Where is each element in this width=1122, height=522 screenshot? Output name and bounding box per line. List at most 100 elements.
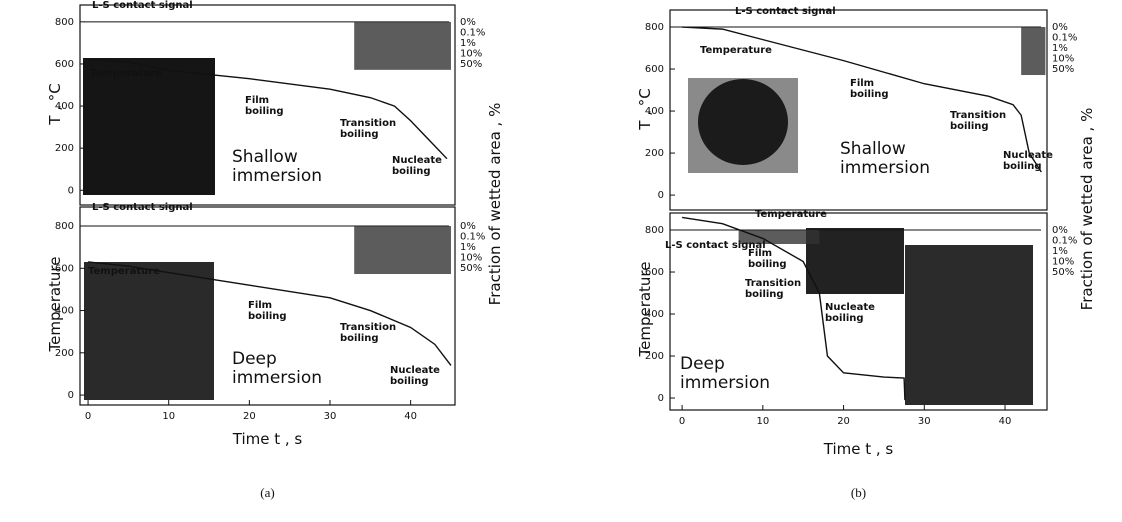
y2-tick-label: 0% bbox=[460, 221, 476, 232]
x-tick-label: 20 bbox=[243, 411, 256, 422]
photo bbox=[84, 262, 214, 400]
y-tick-label: 600 bbox=[55, 59, 74, 70]
y2-tick-label: 0.1% bbox=[460, 232, 485, 243]
y-tick-label: 0 bbox=[658, 190, 664, 201]
annotation: Transition boiling bbox=[950, 110, 1007, 132]
temperature-curve bbox=[88, 59, 448, 160]
annotation: Temperature bbox=[755, 209, 827, 220]
annotation: Temperature bbox=[88, 266, 160, 277]
y-axis-label: T , °C bbox=[46, 83, 64, 125]
annotation: Film boiling bbox=[748, 248, 787, 270]
y2-tick-label: 0% bbox=[1052, 22, 1068, 33]
y-axis-label: Temperature bbox=[636, 261, 654, 357]
y-tick-label: 400 bbox=[645, 106, 664, 117]
contact-signal-dense bbox=[1021, 27, 1046, 76]
plot-frame bbox=[669, 9, 1048, 211]
x-tick-label: 40 bbox=[999, 416, 1012, 427]
y-tick-label: 400 bbox=[645, 309, 664, 320]
panel-caption: (b) bbox=[850, 485, 867, 500]
condition-label: Deep immersion bbox=[232, 349, 323, 388]
plot-frame bbox=[79, 206, 456, 406]
annotation: Transition boiling bbox=[340, 118, 397, 140]
y2-tick-label: 10% bbox=[1052, 54, 1074, 65]
y2-tick-label: 50% bbox=[460, 263, 482, 274]
y-tick-label: 0 bbox=[658, 393, 664, 404]
photo bbox=[905, 245, 1033, 405]
annotation: Transition boiling bbox=[745, 278, 802, 300]
y2-tick-label: 1% bbox=[1052, 246, 1068, 257]
x-tick-label: 30 bbox=[918, 416, 931, 427]
y-tick-label: 200 bbox=[55, 348, 74, 359]
y-tick-label: 0 bbox=[68, 185, 74, 196]
annotation: Film boiling bbox=[245, 95, 284, 117]
y2-tick-label: 50% bbox=[1052, 267, 1074, 278]
y-tick-label: 0 bbox=[68, 390, 74, 401]
temperature-curve bbox=[682, 216, 906, 401]
x-tick-label: 20 bbox=[837, 416, 850, 427]
annotation: Temperature bbox=[90, 68, 162, 79]
contact-signal-dense bbox=[738, 230, 820, 245]
annotation: Nucleate boiling bbox=[825, 302, 875, 324]
x-axis-label: Time t , s bbox=[232, 430, 303, 448]
plot-frame bbox=[79, 4, 456, 206]
y2-tick-label: 1% bbox=[460, 38, 476, 49]
y-tick-label: 600 bbox=[645, 267, 664, 278]
annotation: L-S contact signal bbox=[665, 240, 766, 251]
photo bbox=[806, 228, 904, 294]
temperature-curve bbox=[682, 26, 1042, 173]
y2-tick-label: 10% bbox=[460, 253, 482, 264]
y-tick-label: 400 bbox=[55, 306, 74, 317]
annotation: Temperature bbox=[700, 45, 772, 56]
annotation: Nucleate boiling bbox=[390, 365, 440, 387]
y2-tick-label: 0.1% bbox=[1052, 33, 1077, 44]
condition-label: Shallow immersion bbox=[232, 147, 323, 186]
y2-tick-label: 1% bbox=[1052, 43, 1068, 54]
y2-tick-label: 50% bbox=[1052, 64, 1074, 75]
condition-label: Shallow immersion bbox=[840, 139, 931, 178]
y-tick-label: 200 bbox=[645, 351, 664, 362]
y-tick-label: 400 bbox=[55, 101, 74, 112]
y2-axis-label: Fraction of wetted area , % bbox=[486, 102, 504, 306]
y2-tick-label: 0% bbox=[1052, 225, 1068, 236]
panel-caption: (a) bbox=[260, 485, 275, 500]
y2-tick-label: 0.1% bbox=[1052, 236, 1077, 247]
annotation: L-S contact signal bbox=[735, 6, 836, 17]
annotation: Film boiling bbox=[850, 78, 889, 100]
photo bbox=[83, 58, 215, 195]
plot-frame bbox=[669, 212, 1048, 411]
annotation: Nucleate boiling bbox=[1003, 150, 1053, 172]
y-tick-label: 200 bbox=[55, 143, 74, 154]
y-tick-label: 800 bbox=[55, 221, 74, 232]
y2-tick-label: 50% bbox=[460, 59, 482, 70]
y-axis-label: T , °C bbox=[636, 88, 654, 130]
x-tick-label: 30 bbox=[324, 411, 337, 422]
y-tick-label: 200 bbox=[645, 148, 664, 159]
y-tick-label: 600 bbox=[645, 64, 664, 75]
y-tick-label: 800 bbox=[645, 225, 664, 236]
y2-tick-label: 10% bbox=[460, 48, 482, 59]
x-tick-label: 0 bbox=[679, 416, 685, 427]
annotation: L-S contact signal bbox=[92, 202, 193, 213]
x-axis-label: Time t , s bbox=[823, 440, 894, 458]
x-tick-label: 40 bbox=[404, 411, 417, 422]
y2-tick-label: 0.1% bbox=[460, 27, 485, 38]
photo-sample bbox=[698, 79, 788, 165]
x-tick-label: 10 bbox=[162, 411, 175, 422]
y2-tick-label: 1% bbox=[460, 242, 476, 253]
condition-label: Deep immersion bbox=[680, 354, 771, 393]
annotation: Film boiling bbox=[248, 300, 287, 322]
y2-axis-label: Fraction of wetted area , % bbox=[1078, 107, 1096, 311]
contact-signal-dense bbox=[354, 226, 451, 275]
annotation: L-S contact signal bbox=[92, 0, 193, 11]
annotation: Nucleate boiling bbox=[392, 155, 442, 177]
contact-signal-dense bbox=[354, 21, 451, 70]
y2-tick-label: 10% bbox=[1052, 257, 1074, 268]
y-tick-label: 800 bbox=[645, 22, 664, 33]
x-tick-label: 10 bbox=[756, 416, 769, 427]
y2-tick-label: 0% bbox=[460, 17, 476, 28]
annotation: Transition boiling bbox=[340, 322, 397, 344]
x-tick-label: 0 bbox=[85, 411, 91, 422]
temperature-curve bbox=[87, 261, 452, 366]
